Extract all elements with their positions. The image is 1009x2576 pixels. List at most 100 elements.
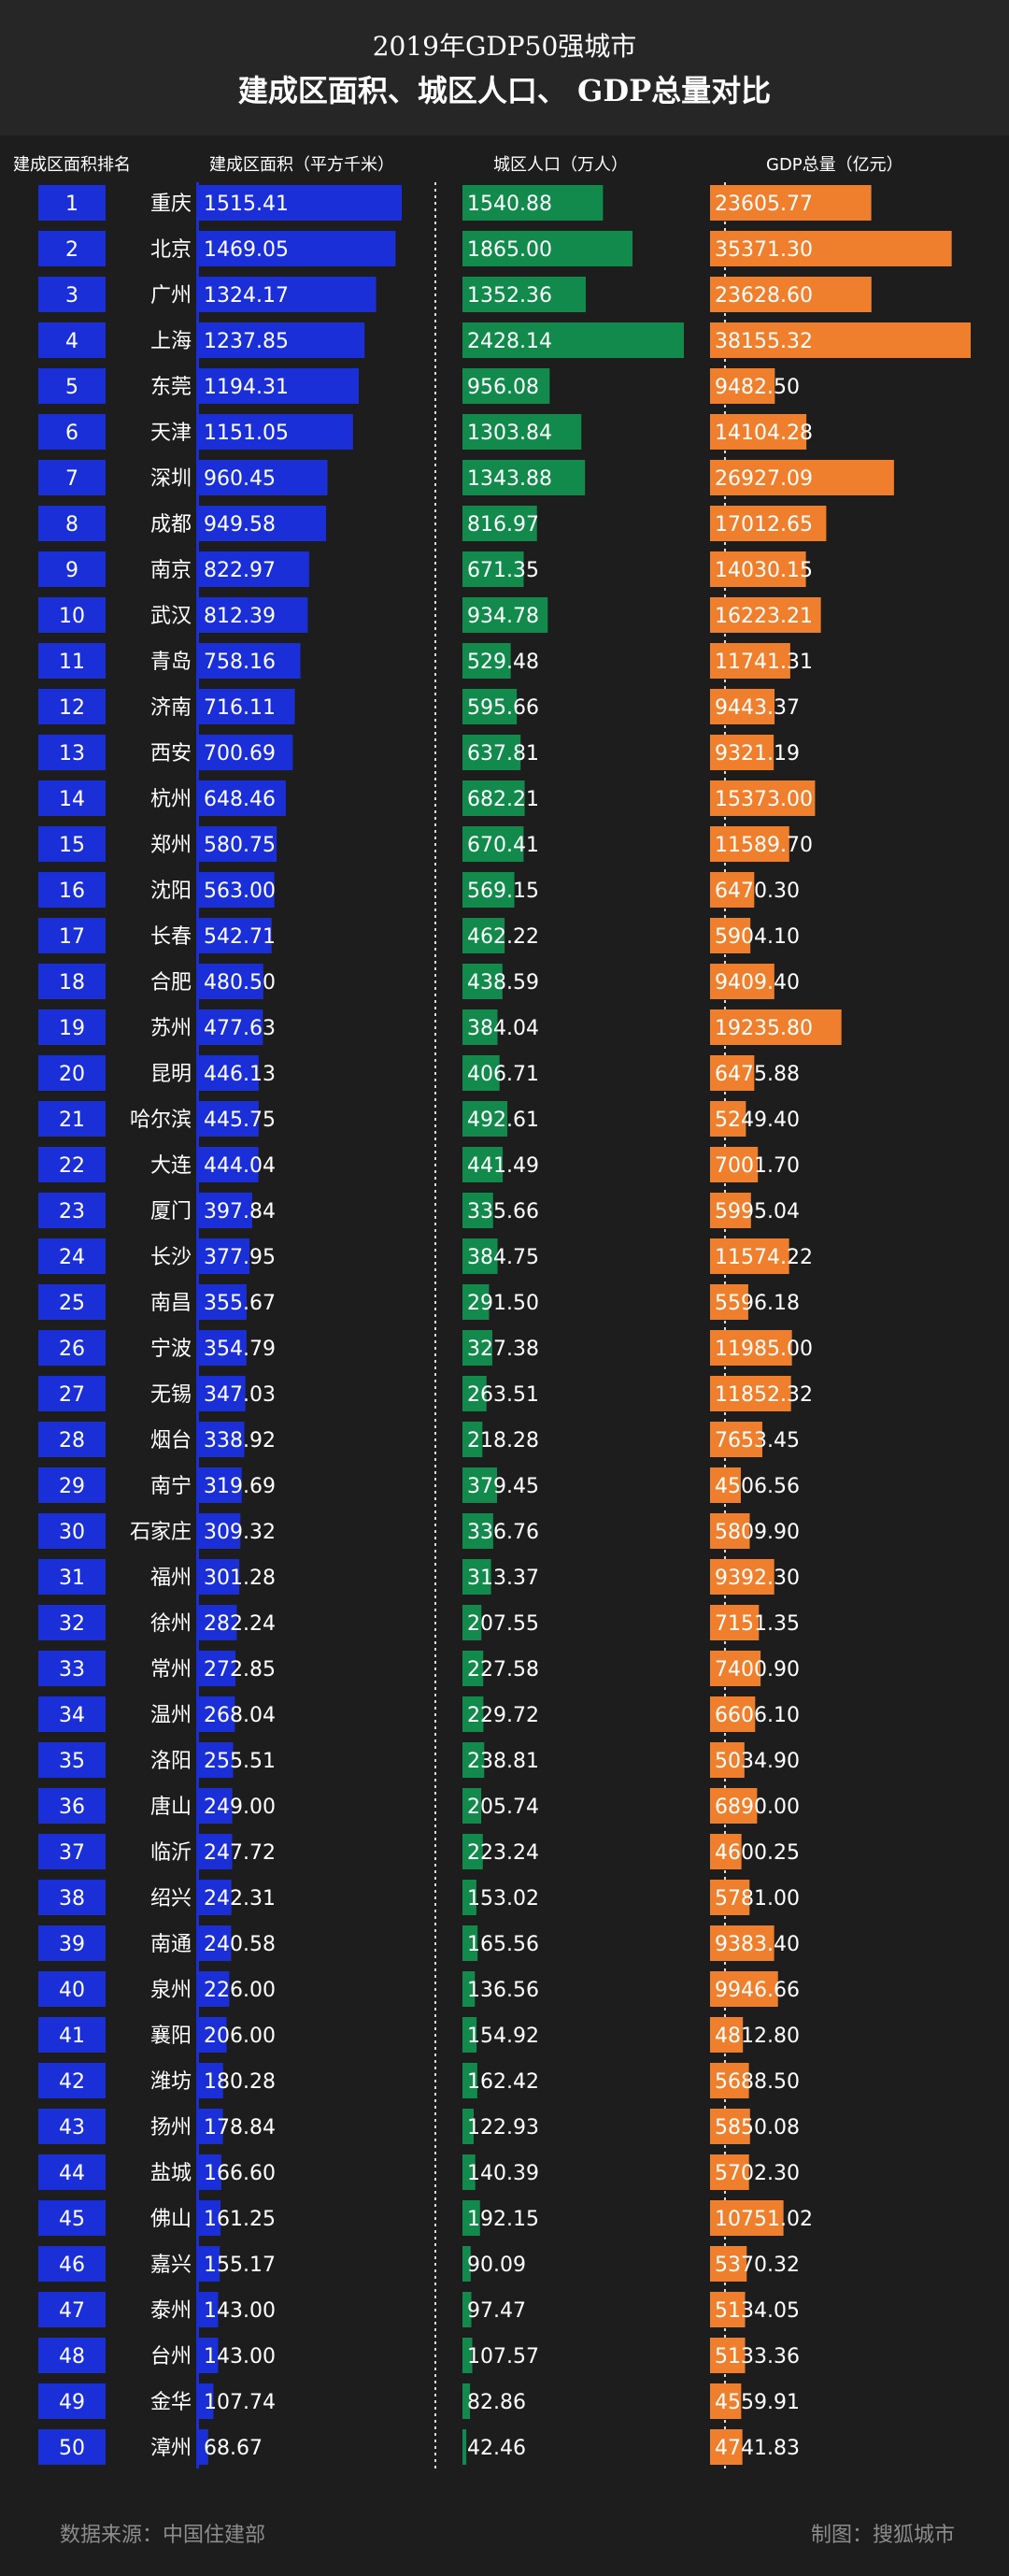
gdp-value-label: 15373.00 — [715, 788, 813, 811]
city-label: 昆明 — [150, 1063, 192, 1086]
gdp-bar — [710, 1605, 760, 1640]
population-value-label: 816.97 — [467, 513, 539, 537]
population-value-label: 1343.88 — [467, 467, 552, 491]
area-bar — [199, 826, 277, 862]
rank-box — [38, 1147, 106, 1182]
area-bar — [199, 1788, 233, 1824]
gdp-value-label: 9383.40 — [715, 1933, 800, 1956]
gdp-value-label: 23628.60 — [715, 284, 813, 308]
area-bar — [199, 1559, 240, 1595]
area-bar — [199, 460, 328, 495]
area-value-label: 178.84 — [204, 2116, 276, 2140]
rank-label: 11 — [59, 651, 85, 674]
area-value-label: 143.00 — [204, 2345, 276, 2368]
area-value-label: 338.92 — [204, 1429, 276, 1453]
population-value-label: 263.51 — [467, 1383, 539, 1407]
population-bar — [462, 1834, 483, 1869]
rank-label: 27 — [59, 1383, 85, 1407]
population-bar — [462, 368, 550, 404]
population-bar — [462, 872, 515, 908]
area-bar — [199, 1513, 241, 1549]
rank-label: 48 — [59, 2345, 85, 2368]
gdp-bar — [710, 597, 821, 633]
rank-box — [38, 826, 106, 862]
city-label: 绍兴 — [150, 1887, 192, 1911]
area-value-label: 716.11 — [204, 696, 276, 720]
rank-label: 45 — [59, 2208, 85, 2231]
gdp-bar — [710, 2154, 749, 2190]
gdp-value-label: 11852.32 — [715, 1383, 813, 1407]
gdp-bar — [710, 414, 807, 450]
gdp-value-label: 7653.45 — [715, 1429, 800, 1453]
gdp-value-label: 5850.08 — [715, 2116, 800, 2140]
gdp-value-label: 9443.37 — [715, 696, 800, 720]
rank-box — [38, 964, 106, 999]
population-value-label: 97.47 — [467, 2299, 526, 2323]
population-bar — [462, 414, 582, 450]
rank-box — [38, 1376, 106, 1411]
gdp-value-label: 5809.90 — [715, 1521, 800, 1544]
population-value-label: 154.92 — [467, 2025, 539, 2048]
gdp-bar — [710, 2017, 744, 2053]
rank-label: 16 — [59, 880, 85, 903]
population-bar — [462, 1651, 484, 1686]
rank-box — [38, 1971, 106, 2007]
area-bar — [199, 185, 402, 221]
gdp-bar — [710, 2063, 749, 2098]
population-value-label: 107.57 — [467, 2345, 539, 2368]
population-value-label: 1352.36 — [467, 284, 552, 308]
area-value-label: 347.03 — [204, 1383, 276, 1407]
area-value-label: 309.32 — [204, 1521, 276, 1544]
area-value-label: 580.75 — [204, 834, 276, 857]
population-value-label: 682.21 — [467, 788, 539, 811]
population-bar — [462, 2017, 477, 2053]
area-value-label: 166.60 — [204, 2162, 276, 2185]
gdp-value-label: 5688.50 — [715, 2070, 800, 2094]
city-label: 南昌 — [150, 1292, 192, 1315]
gdp-value-label: 35371.30 — [715, 238, 813, 262]
chart-subtitle: 建成区面积、城区人口、 GDP总量对比 — [237, 73, 772, 108]
area-value-label: 301.28 — [204, 1567, 276, 1590]
area-bar — [199, 1009, 263, 1045]
population-bar — [462, 1742, 485, 1778]
rank-box — [38, 1193, 106, 1228]
rank-box — [38, 185, 106, 221]
rank-label: 18 — [59, 971, 85, 995]
area-value-label: 397.84 — [204, 1200, 276, 1224]
rank-box — [38, 1055, 106, 1091]
rank-label: 14 — [59, 788, 85, 811]
gdp-value-label: 4559.91 — [715, 2391, 800, 2414]
area-value-label: 445.75 — [204, 1109, 276, 1132]
area-value-label: 180.28 — [204, 2070, 276, 2094]
rank-box — [38, 2154, 106, 2190]
area-bar — [199, 2429, 208, 2465]
rank-label: 47 — [59, 2299, 85, 2323]
rank-label: 9 — [65, 559, 78, 582]
population-value-label: 336.76 — [467, 1521, 539, 1544]
area-value-label: 700.69 — [204, 742, 276, 766]
rank-label: 26 — [59, 1338, 85, 1361]
gdp-bar — [710, 964, 775, 999]
area-bar — [199, 918, 272, 953]
column-header-area: 建成区面积（平方千米） — [209, 155, 394, 175]
gdp-value-label: 5034.90 — [715, 1750, 800, 1773]
gdp-value-label: 5904.10 — [715, 925, 800, 949]
rank-label: 7 — [65, 467, 78, 491]
city-label: 郑州 — [150, 834, 192, 857]
rank-box — [38, 460, 106, 495]
city-label: 青岛 — [150, 651, 192, 674]
gdp-bar — [710, 643, 790, 679]
area-value-label: 161.25 — [204, 2208, 276, 2231]
population-bar — [462, 1788, 482, 1824]
city-label: 唐山 — [150, 1796, 192, 1819]
gdp-bar — [710, 1101, 746, 1137]
area-bar — [199, 735, 293, 770]
population-bar — [462, 1513, 493, 1549]
rank-label: 3 — [65, 284, 78, 308]
gdp-bar — [710, 1467, 741, 1503]
rank-box — [38, 1422, 106, 1457]
area-value-label: 68.67 — [204, 2437, 263, 2460]
rank-label: 34 — [59, 1704, 85, 1727]
gdp-value-label: 11589.70 — [715, 834, 813, 857]
gdp-value-label: 38155.32 — [715, 330, 813, 353]
